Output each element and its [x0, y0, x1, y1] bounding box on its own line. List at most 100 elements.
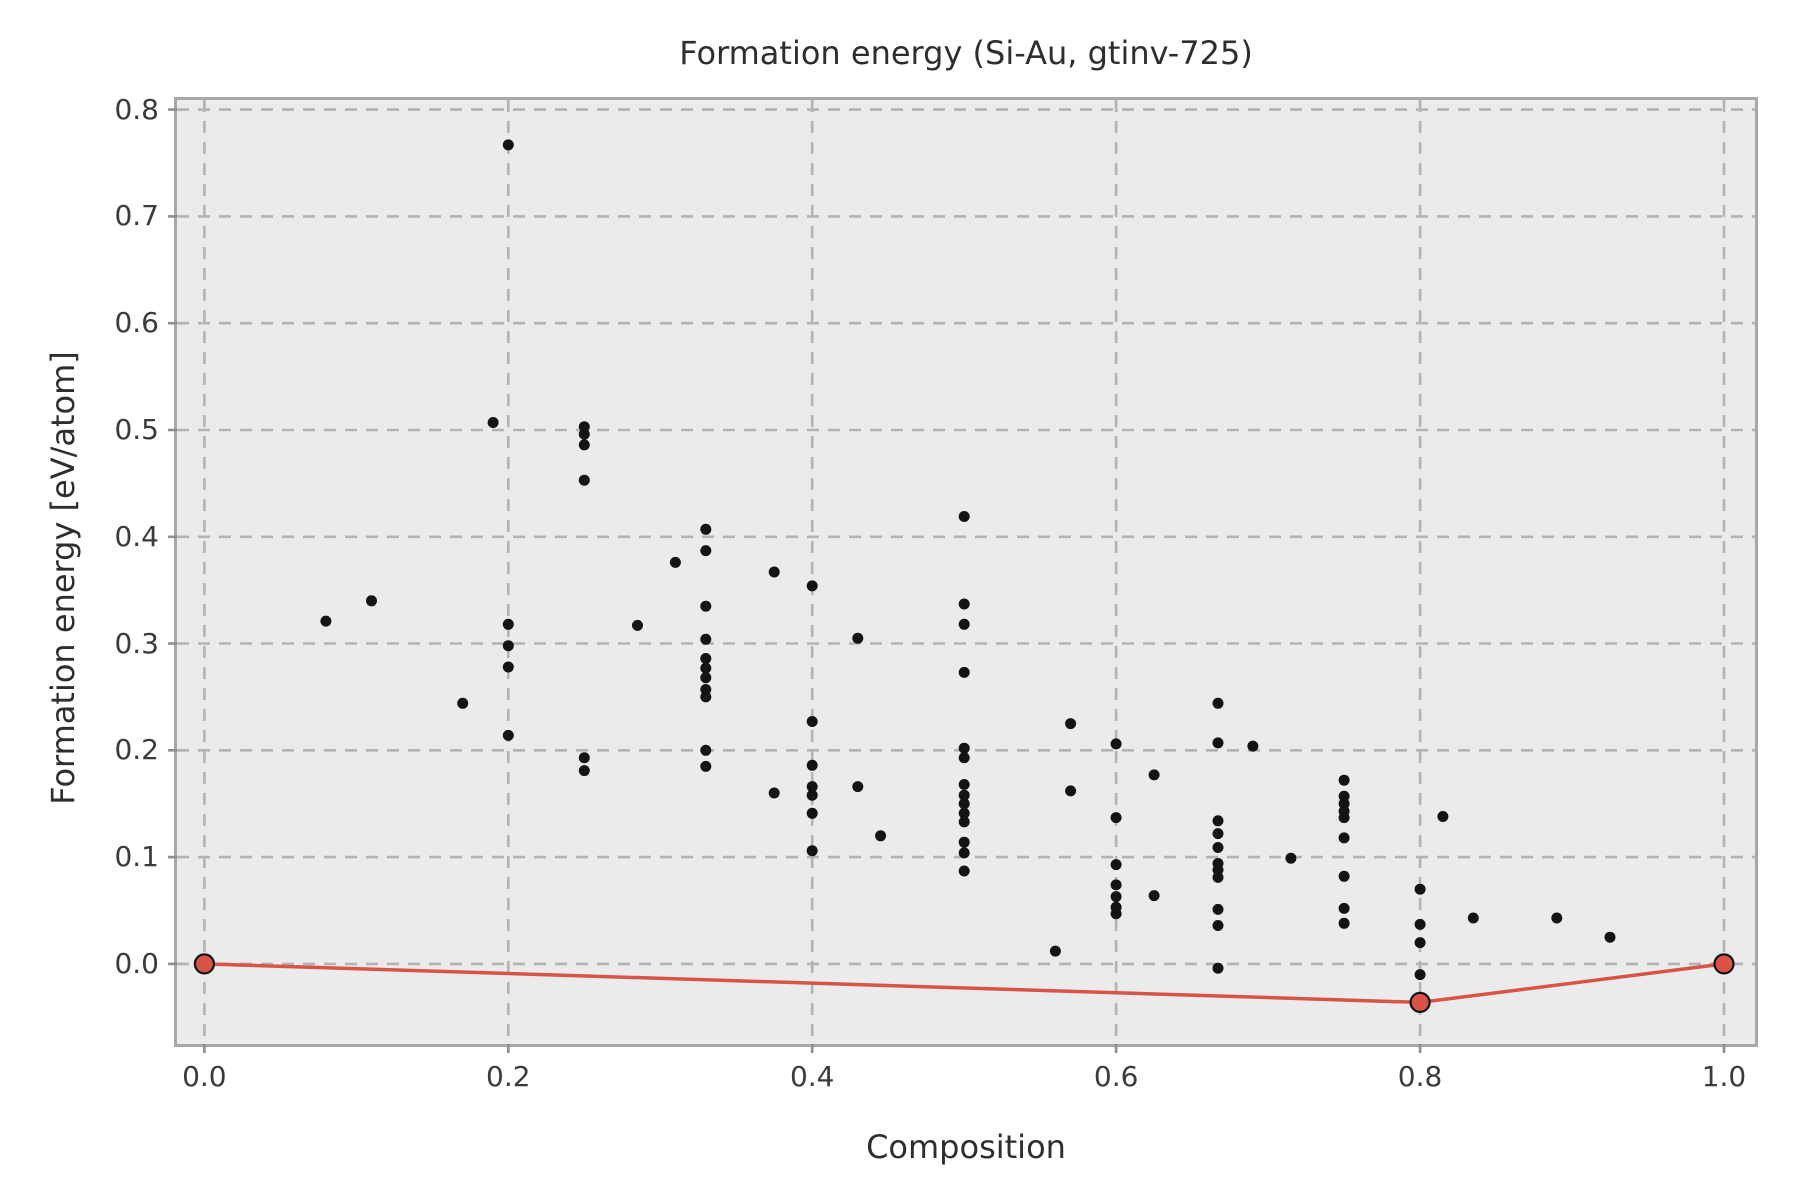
- scatter-point: [700, 691, 712, 703]
- y-tick-label: 0.2: [114, 733, 159, 767]
- scatter-point: [852, 632, 864, 644]
- scatter-point: [958, 598, 970, 610]
- scatter-point: [1338, 812, 1350, 824]
- scatter-point: [1110, 738, 1122, 750]
- scatter-point: [700, 545, 712, 557]
- scatter-point: [700, 662, 712, 674]
- y-tick-label: 0.5: [114, 412, 159, 446]
- scatter-point: [1467, 912, 1479, 924]
- scatter-point: [958, 816, 970, 828]
- scatter-point: [958, 511, 970, 522]
- scatter-point: [806, 781, 818, 793]
- x-tick-label: 0.6: [1093, 1060, 1139, 1093]
- convex-hull-line: [204, 962, 1725, 1005]
- scatter-point: [502, 729, 514, 741]
- scatter-point: [1414, 937, 1426, 949]
- scatter-point: [1148, 890, 1160, 902]
- scatter-point: [958, 789, 970, 801]
- scatter-point: [1110, 859, 1122, 871]
- scatter-point: [1414, 969, 1426, 981]
- scatter-point: [366, 595, 377, 607]
- x-axis-label: Composition: [866, 1128, 1066, 1166]
- scatter-point: [1065, 718, 1077, 730]
- scatter-point: [1212, 920, 1224, 931]
- y-tick-label: 0.3: [114, 626, 159, 660]
- scatter-point: [1212, 737, 1224, 749]
- scatter-point: [958, 836, 970, 848]
- scatter-point: [1065, 785, 1077, 797]
- scatter-point: [806, 580, 818, 592]
- scatter-point: [958, 752, 970, 764]
- scatter-point: [1414, 918, 1426, 930]
- scatter-point: [700, 633, 712, 645]
- scatter-point: [1338, 774, 1350, 786]
- plot-area: [168, 100, 1755, 1053]
- scatter-points: [320, 139, 1616, 981]
- scatter-point: [1338, 902, 1350, 914]
- scatter-point: [502, 661, 514, 673]
- y-tick-label: 0.8: [114, 92, 159, 126]
- hull-point: [193, 953, 215, 975]
- scatter-point: [502, 618, 514, 630]
- scatter-point: [457, 697, 469, 709]
- scatter-point: [1338, 917, 1350, 929]
- x-tick-label: 1.0: [1701, 1060, 1747, 1093]
- grid-lines: [168, 100, 1755, 1053]
- scatter-point: [578, 765, 590, 777]
- scatter-point: [1414, 883, 1426, 895]
- scatter-point: [1551, 912, 1563, 924]
- scatter-point: [1049, 945, 1061, 957]
- scatter-point: [700, 760, 712, 772]
- scatter-point: [806, 789, 818, 801]
- scatter-point: [700, 744, 712, 756]
- scatter-point: [487, 417, 499, 428]
- scatter-point: [632, 619, 643, 631]
- y-axis-label: Formation energy [eV/atom]: [44, 351, 82, 805]
- scatter-point: [1338, 832, 1350, 844]
- scatter-point: [806, 759, 818, 771]
- scatter-point: [1110, 879, 1122, 891]
- scatter-point: [700, 672, 712, 684]
- scatter-point: [1212, 697, 1224, 709]
- scatter-point: [700, 600, 712, 612]
- scatter-point: [1212, 828, 1224, 840]
- chart-title: Formation energy (Si-Au, gtinv-725): [679, 34, 1253, 72]
- scatter-point: [1212, 815, 1224, 827]
- y-tick-label: 0.7: [114, 199, 159, 233]
- scatter-point: [1604, 931, 1616, 943]
- scatter-point: [1212, 903, 1224, 915]
- scatter-point: [578, 474, 590, 486]
- scatter-point: [958, 742, 970, 754]
- scatter-point: [958, 807, 970, 819]
- scatter-point: [958, 618, 970, 630]
- scatter-point: [1148, 769, 1160, 781]
- scatter-point: [875, 830, 887, 842]
- scatter-point: [578, 428, 590, 440]
- scatter-point: [578, 752, 590, 764]
- scatter-point: [1212, 871, 1224, 883]
- scatter-point: [958, 798, 970, 810]
- scatter-point: [1110, 908, 1122, 920]
- scatter-point: [1437, 811, 1449, 822]
- hull-point: [1713, 953, 1735, 975]
- scatter-point: [958, 865, 970, 877]
- scatter-point: [700, 653, 712, 664]
- scatter-point: [958, 847, 970, 859]
- hull-markers: [193, 953, 1735, 1014]
- y-tick-label: 0.0: [114, 946, 159, 980]
- scatter-point: [578, 439, 590, 451]
- scatter-point: [320, 615, 332, 627]
- scatter-point: [1110, 891, 1122, 903]
- hull-point: [1409, 991, 1431, 1014]
- scatter-point: [502, 139, 514, 151]
- scatter-point: [1212, 842, 1224, 853]
- y-tick-label: 0.4: [114, 519, 159, 553]
- scatter-point: [958, 666, 970, 678]
- scatter-point: [806, 716, 818, 727]
- x-tick-label: 0.2: [486, 1060, 531, 1093]
- y-tick-label: 0.6: [114, 306, 159, 340]
- scatter-point: [768, 787, 780, 799]
- scatter-point: [1285, 852, 1297, 864]
- scatter-point: [768, 566, 780, 578]
